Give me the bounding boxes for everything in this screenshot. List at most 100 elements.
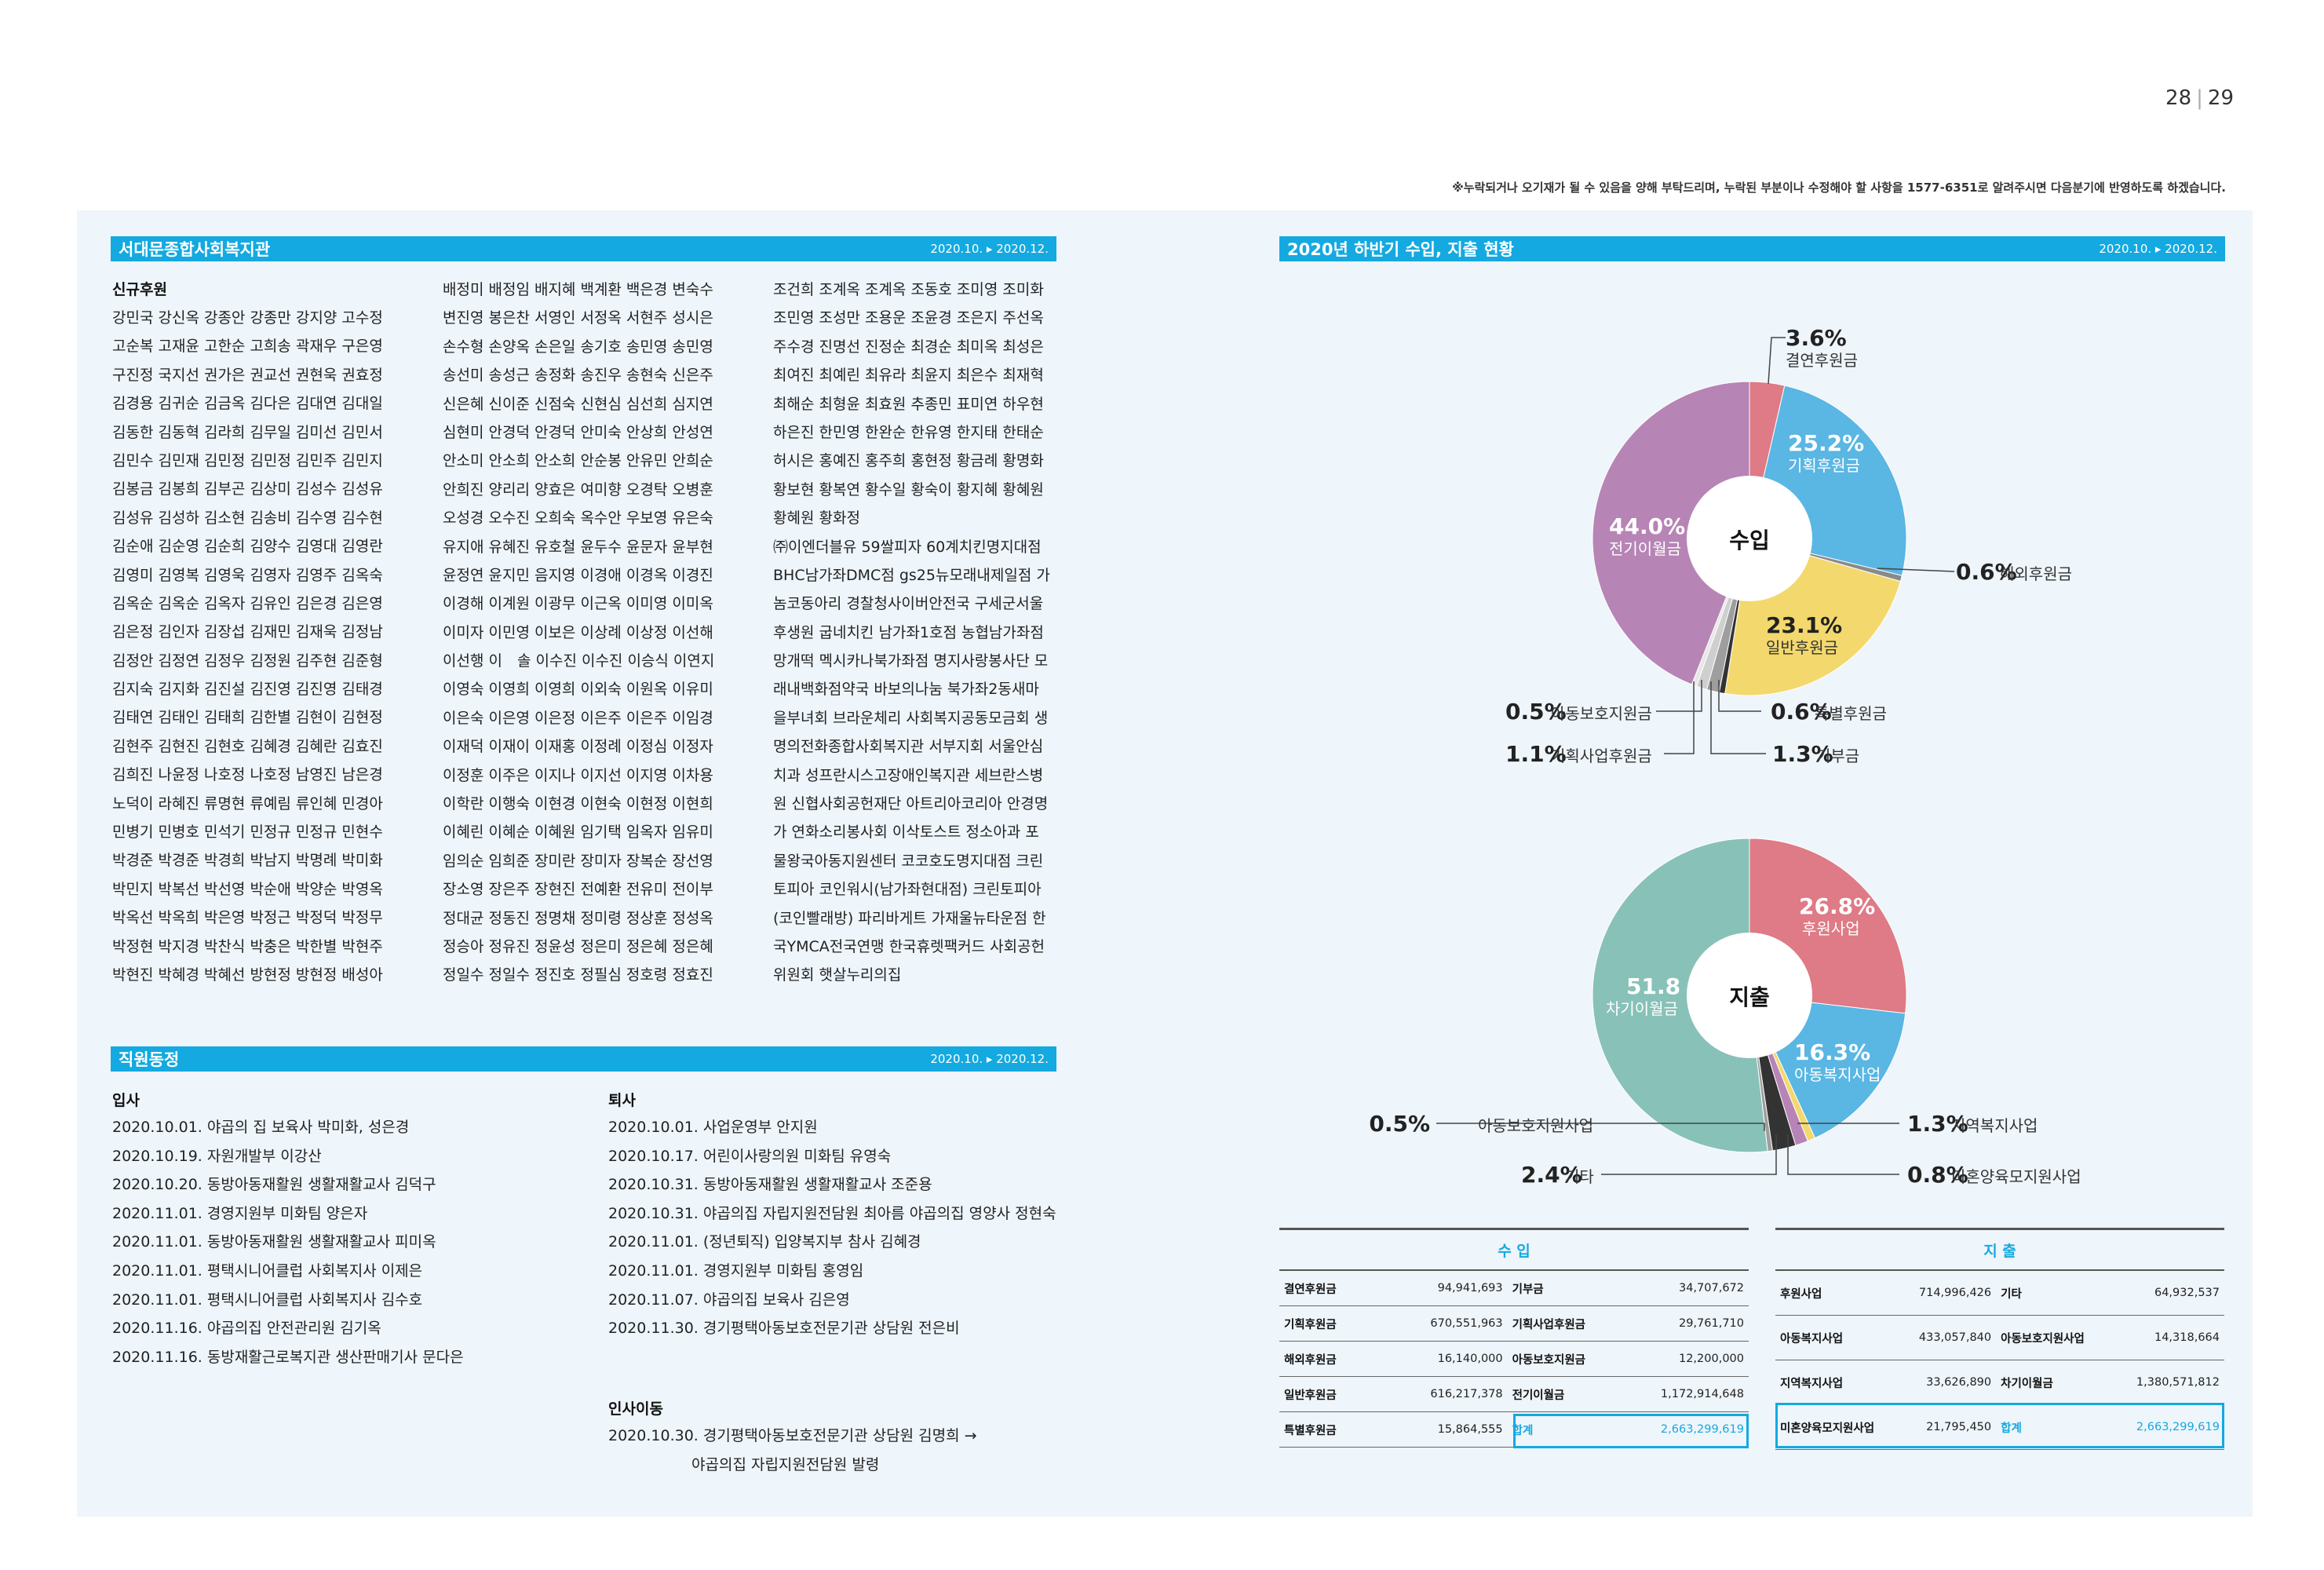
donor-line: 안소미 안소희 안소희 안순봉 안유민 안희순 [443,452,713,470]
donor-line: 김영미 김영복 김영욱 김영자 김영주 김옥숙 [112,566,383,584]
table-row: 아동복지사업 433,057,840 아동보호지원사업 14,318,664 [1775,1315,2224,1360]
donor-line: 김민수 김민재 김민정 김민정 김민주 김민지 [112,451,383,469]
donors-header: 서대문종합사회복지관 2020.10. ▸ 2020.12. [111,236,1056,261]
expense-label-cat-5: 아동보호지원사업 [1478,1116,1593,1135]
transfer-line-1: 2020.10.30. 경기평택아동보호전문기관 상담원 김명희 → [608,1427,977,1444]
expense-label-pct-1: 16.3% [1794,1039,1870,1065]
join-list: 2020.10.01. 야곱의 집 보육사 박미화, 성은경 2020.10.19… [112,1113,464,1371]
table-cell: 16,140,000 [1379,1341,1508,1377]
donor-line: 최여진 최예린 최유라 최윤지 최은수 최재혁 [773,367,1044,385]
donor-line: 김희진 나윤정 나호정 나호정 남영진 남은경 [112,766,383,784]
donor-line: 이미자 이민영 이보은 이상례 이상정 이선해 [443,623,713,641]
donor-line: 김동한 김동혁 김라희 김무일 김미선 김민서 [112,423,383,441]
page-number-right: 29 [2207,86,2234,110]
donor-line: 이선행 이 솔 이수진 이수진 이승식 이연지 [443,652,715,670]
income-label-cat-5: 기부금 [1816,747,1859,765]
donor-line: 박옥선 박옥희 박은영 박정근 박정덕 박정무 [112,909,383,927]
page-numbers: 28 | 29 [2165,86,2234,110]
staff-date: 2020.10. ▸ 2020.12. [930,1052,1049,1066]
donor-line: 박민지 박복선 박선영 박순애 박양순 박영옥 [112,880,383,898]
donor-line: 원 신협사회공헌재단 아트리아코리아 안경명 [773,795,1049,813]
donor-line: 심현미 안경덕 안경덕 안미숙 안상희 안성연 [443,423,713,441]
table-cell: 21,795,450 [1879,1404,1997,1450]
donor-line: 김정안 김정연 김정우 김정원 김주현 김준형 [112,652,383,670]
leave-item: 2020.10.17. 어린이사랑의원 미화팀 유영숙 [608,1147,892,1165]
income-label-cat-6: 기획사업후원금 [1551,747,1652,765]
donor-line: 물왕국아동지원센터 코코호도명지대점 크린 [773,852,1044,870]
table-cell: 해외후원금 [1279,1341,1379,1377]
donor-line: 민병기 민병호 민석기 민정규 민정규 민현수 [112,823,383,842]
table-cell: 차기이월금 [1996,1360,2092,1405]
donor-line: 안희진 양리리 양효은 여미향 오경탁 오병훈 [443,480,713,498]
donor-line: 변진영 봉은찬 서영인 서정옥 서현주 성시은 [443,309,713,327]
table-cell: 아동보호지원사업 [1996,1315,2092,1360]
join-item: 2020.11.16. 동방재활근로복지관 생산판매기사 문다은 [112,1348,464,1366]
transfer-subtitle: 인사이동 [608,1400,663,1418]
table-cell: 1,172,914,648 [1603,1376,1749,1412]
donor-line: 김현주 김현진 김현호 김혜경 김혜란 김효진 [112,737,383,755]
donor-line: 박현진 박혜경 박혜선 방현정 방현정 배성아 [112,966,383,984]
income-label-pct-1: 25.2% [1788,430,1864,456]
table-cell: 후원사업 [1775,1270,1880,1316]
donor-line: 최해순 최형윤 최효원 추종민 표미연 하우현 [773,395,1044,413]
donor-line: 조민영 조성만 조용운 조윤경 조은지 주선옥 [773,309,1044,327]
donor-line: 주수경 진명선 진정순 최경순 최미옥 최성은 [773,338,1044,356]
income-label-cat-7: 아동보호지원금 [1551,704,1652,723]
expense-label-pct-3: 1.3% [1907,1111,1968,1137]
join-item: 2020.10.19. 자원개발부 이강산 [112,1147,322,1165]
leave-list: 2020.10.01. 사업운영부 안지원 2020.10.17. 어린이사랑의원… [608,1113,1056,1343]
donor-line: 김경용 김귀순 김금옥 김다은 김대연 김대일 [112,395,383,413]
donor-line: 손수형 손양옥 손은일 송기호 송민영 송민영 [443,338,713,356]
expense-label-cat-0: 후원사업 [1802,919,1860,938]
donor-line: 구진정 국지선 권가은 권교선 권현욱 권효정 [112,366,383,384]
table-cell: 12,200,000 [1603,1341,1749,1377]
table-cell: 기부금 [1507,1270,1603,1306]
correction-notice: ※누락되거나 오기재가 될 수 있음을 양해 부탁드리며, 누락된 부분이나 수… [1452,181,2226,195]
leave-item: 2020.11.30. 경기평택아동보호전문기관 상담원 전은비 [608,1320,960,1338]
donor-line: 허시은 홍예진 홍주희 홍현정 황금례 황명화 [773,452,1044,470]
donor-line: 윤정연 윤지민 음지영 이경애 이경옥 이경진 [443,566,713,584]
page-number-left: 28 [2165,86,2192,110]
table-cell: 14,318,664 [2092,1315,2224,1360]
donor-line: 배정미 배정임 배지혜 백계환 백은경 변숙수 [443,281,713,298]
donor-line: 오성경 오수진 오희숙 옥수안 우보영 유은숙 [443,509,713,528]
table-cell: 특별후원금 [1279,1411,1379,1448]
income-table-title: 수 입 [1279,1228,1749,1271]
table-row: 지역복지사업 33,626,890 차기이월금 1,380,571,812 [1775,1360,2224,1405]
income-label-cat-4: 특별후원금 [1815,704,1887,723]
table-cell: 34,707,672 [1603,1270,1749,1306]
leave-item: 2020.10.01. 사업운영부 안지원 [608,1119,818,1136]
income-label-pct-3: 23.1% [1766,612,1842,638]
table-cell: 94,941,693 [1379,1270,1508,1306]
leave-item: 2020.11.01. (정년퇴직) 입양복지부 참사 김혜경 [608,1233,921,1251]
expense-label-cat-6: 차기이월금 [1606,999,1678,1018]
join-item: 2020.11.16. 야곱의집 안전관리원 김기옥 [112,1320,381,1338]
donor-line: 토피아 코인워시(남가좌현대점) 크린토피아 [773,881,1042,899]
donor-line: 박정현 박지경 박찬식 박충은 박한별 박현주 [112,937,383,955]
expense-pie-title: 지출 [1729,984,1770,1010]
table-cell: 전기이월금 [1507,1376,1603,1412]
donor-line: 하은진 한민영 한완순 한유영 한지태 한태순 [773,423,1044,441]
table-cell: 아동보호지원금 [1507,1341,1603,1377]
table-cell: 64,932,537 [2092,1270,2224,1316]
leave-item: 2020.10.31. 동방아동재활원 생활재활교사 조준용 [608,1176,932,1194]
donor-line: 후생원 굽네치킨 남가좌1호점 농협남가좌점 [773,623,1044,641]
expense-last-row-box [1775,1403,2224,1448]
table-cell: 미혼양육모지원사업 [1775,1404,1880,1450]
staff-header: 직원동정 2020.10. ▸ 2020.12. [111,1046,1056,1072]
expense-label-cat-1: 아동복지사업 [1794,1065,1881,1084]
expense-label-pct-5: 0.5% [1369,1111,1430,1137]
donor-line: 김태연 김태인 김태희 김한별 김현이 김현정 [112,709,383,727]
donor-line: 가 연화소리봉사회 이삭토스트 정소아과 포 [773,823,1039,842]
table-cell: 15,864,555 [1379,1411,1508,1448]
expense-label-cat-2: 미혼양육모지원사업 [1951,1167,2081,1186]
donors-title: 서대문종합사회복지관 [119,240,271,259]
join-item: 2020.11.01. 평택시니어클럽 사회복지사 김수호 [112,1291,423,1309]
donor-line: 래내백화점약국 바보의나눔 북가좌2동새마 [773,681,1039,699]
expense-pie-center [1687,933,1812,1058]
expense-label-pct-0: 26.8% [1799,893,1875,919]
income-total-box [1513,1414,1749,1448]
donor-line: (코인빨래방) 파리바게트 가재울뉴타운점 한 [773,909,1046,927]
table-cell: 결연후원금 [1279,1270,1379,1306]
